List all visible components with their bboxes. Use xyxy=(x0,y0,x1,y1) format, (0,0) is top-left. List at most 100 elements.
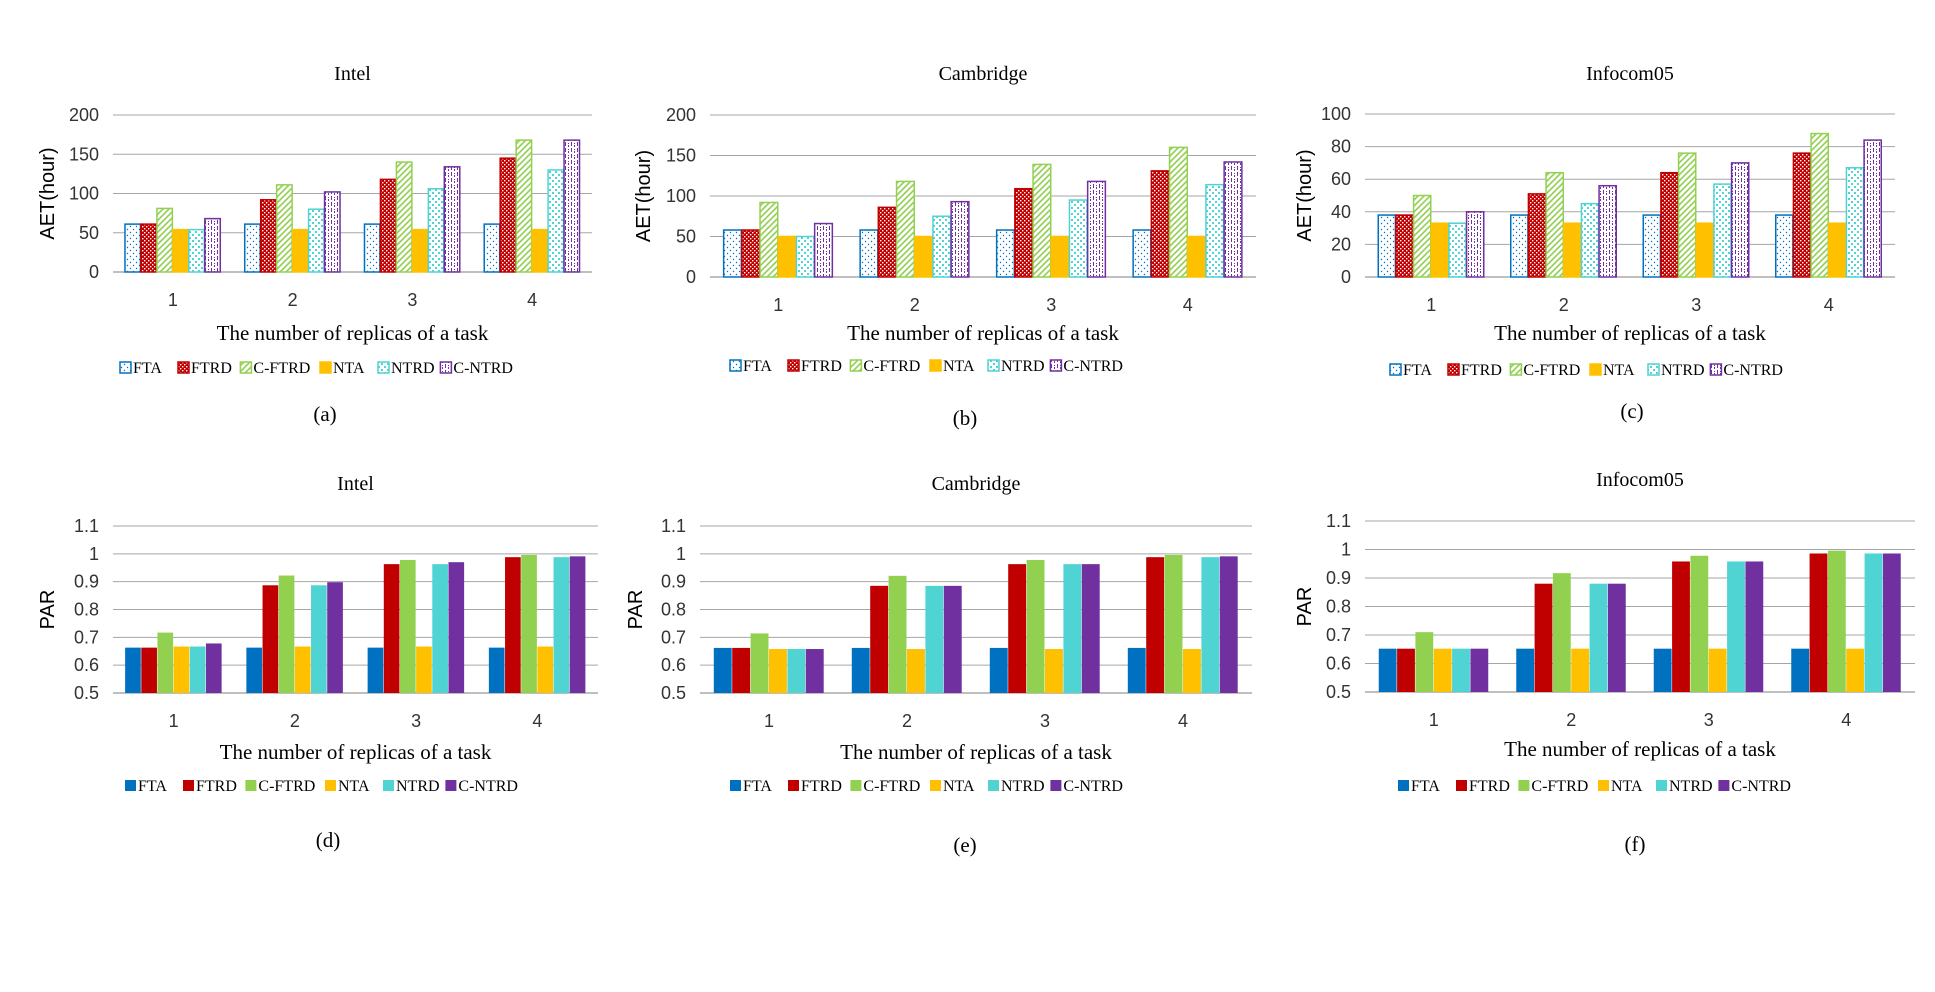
legend-label: FTRD xyxy=(1461,362,1502,379)
bar-ntrd xyxy=(188,228,206,273)
bar-c-ntrd xyxy=(1607,583,1626,692)
bar-c-ntrd xyxy=(443,166,461,273)
legend-swatch-fta xyxy=(125,780,136,791)
legend-swatch-fta xyxy=(119,361,132,374)
y-tick-label: 1 xyxy=(676,544,686,564)
legend-swatch-ftrd xyxy=(788,780,799,791)
legend: FTA FTRD C-FTRD NTA NTRD C-NTRD xyxy=(1389,362,1783,379)
bar-c-ftrd xyxy=(515,139,533,273)
bar-c-ftrd xyxy=(1690,555,1709,692)
chart-title: Cambridge xyxy=(932,473,1021,495)
bar-fta xyxy=(1378,648,1397,692)
legend-swatch-c-ftrd xyxy=(1509,363,1523,376)
x-tick-label: 3 xyxy=(1691,295,1701,315)
bar-nta xyxy=(1846,648,1865,692)
bar-ntrd xyxy=(1063,564,1082,693)
legend-swatch-nta xyxy=(319,361,332,374)
legend: FTA FTRD C-FTRD NTA NTRD C-NTRD xyxy=(119,360,513,377)
x-axis-label: The number of replicas of a task xyxy=(1494,321,1766,345)
panel-caption: (d) xyxy=(316,828,341,852)
bar-ftrd xyxy=(1527,193,1547,278)
bar-nta xyxy=(769,649,787,693)
bar-c-ftrd xyxy=(888,575,907,693)
legend-label: C-FTRD xyxy=(1531,778,1588,795)
x-tick-label: 4 xyxy=(527,290,537,310)
bar-ntrd xyxy=(307,208,325,273)
legend-label: C-NTRD xyxy=(1063,778,1123,795)
x-tick-label: 1 xyxy=(1429,710,1439,730)
bar-nta xyxy=(1050,235,1070,278)
legend-swatch-c-ftrd xyxy=(850,780,862,791)
legend-label: FTRD xyxy=(801,358,842,375)
bar-ftrd xyxy=(383,564,400,693)
bar-fta xyxy=(243,223,261,273)
bar-nta xyxy=(1695,222,1715,278)
bar-ntrd xyxy=(1580,202,1600,278)
y-axis-label: PAR xyxy=(1294,587,1316,627)
legend-label: FTRD xyxy=(191,360,232,377)
bar-nta xyxy=(1828,222,1847,278)
legend-swatch-ftrd xyxy=(1447,363,1460,376)
bar-nta xyxy=(1433,648,1452,692)
y-tick-label: 100 xyxy=(1321,104,1351,124)
bar-c-ftrd xyxy=(399,559,416,693)
legend-label: NTRD xyxy=(1001,358,1045,375)
bar-fta xyxy=(989,647,1008,693)
bar-fta xyxy=(722,229,743,278)
legend-label: NTA xyxy=(943,358,975,375)
bar-fta xyxy=(1127,647,1146,693)
bar-c-ntrd xyxy=(1465,211,1485,278)
bar-c-ftrd xyxy=(156,207,174,273)
bar-nta xyxy=(1183,649,1201,693)
chart-panel-6: Infocom05 0.5 0.6 0.7 0.8 0.9 1 1.1 PAR 1 2 3 4 The n… xyxy=(1294,469,1915,856)
x-tick-label: 2 xyxy=(1559,295,1569,315)
legend-swatch-nta xyxy=(929,359,942,372)
bar-ntrd xyxy=(1727,561,1745,692)
bar-c-ntrd xyxy=(950,200,970,278)
y-axis-label: AET(hour) xyxy=(1294,149,1316,241)
legend-label: NTRD xyxy=(391,360,435,377)
legend-swatch-c-ftrd xyxy=(849,359,863,372)
x-tick-label: 3 xyxy=(407,290,417,310)
legend-swatch-c-ftrd xyxy=(239,361,253,374)
bar-c-ftrd xyxy=(1810,132,1830,278)
bar-c-ntrd xyxy=(1863,139,1883,278)
y-tick-label: 1.1 xyxy=(1326,511,1351,531)
legend-label: FTA xyxy=(138,778,167,795)
bar-fta xyxy=(125,647,141,693)
bar-fta xyxy=(246,647,263,693)
chart-title: Infocom05 xyxy=(1596,469,1684,491)
bar-fta xyxy=(363,223,381,273)
bar-ftrd xyxy=(1146,557,1165,693)
legend-label: NTA xyxy=(1603,362,1635,379)
x-tick-label: 2 xyxy=(1566,710,1576,730)
bar-c-ftrd xyxy=(759,201,779,278)
bar-c-ntrd xyxy=(1470,648,1489,692)
bar-fta xyxy=(713,647,732,693)
bar-c-ntrd xyxy=(1223,161,1243,278)
bar-fta xyxy=(488,647,505,693)
bar-ftrd xyxy=(1397,648,1415,692)
bar-ftrd xyxy=(1660,171,1679,278)
bar-ntrd xyxy=(432,564,448,693)
legend-label: C-FTRD xyxy=(863,358,920,375)
legend: FTA FTRD C-FTRD NTA NTRD C-NTRD xyxy=(729,358,1123,375)
legend: FTA FTRD C-FTRD NTA NTRD C-NTRD xyxy=(125,778,518,795)
legend-swatch-ftrd xyxy=(1456,780,1467,791)
legend-swatch-ntrd xyxy=(988,780,999,791)
chart-panel-2: Cambridge 0 50 100 150 200 AET(hour) 1 2 3 4 The nu… xyxy=(633,63,1256,430)
y-tick-label: 0 xyxy=(89,262,99,282)
bar-fta xyxy=(1775,214,1794,278)
y-tick-label: 1.1 xyxy=(661,516,686,536)
bar-ntrd xyxy=(1713,183,1732,278)
bar-c-ftrd xyxy=(750,633,769,693)
legend-swatch-fta xyxy=(1398,780,1409,791)
y-tick-label: 0 xyxy=(686,267,696,287)
bar-c-ftrd xyxy=(1552,573,1571,692)
bar-nta xyxy=(416,646,432,693)
legend-label: NTA xyxy=(1611,778,1643,795)
legend-swatch-ntrd xyxy=(383,780,394,791)
legend-swatch-c-ftrd xyxy=(245,780,257,791)
bar-nta xyxy=(907,649,925,693)
